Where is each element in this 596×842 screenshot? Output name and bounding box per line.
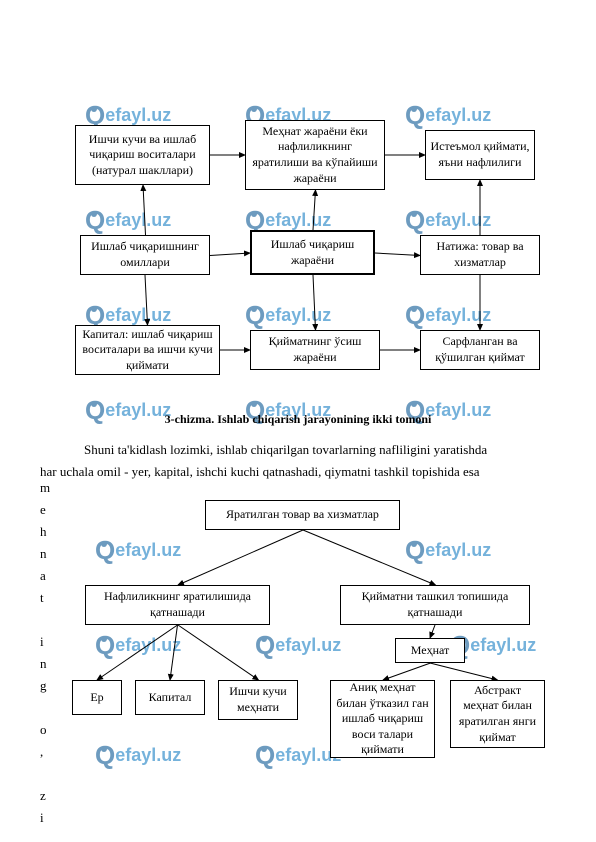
arrow [374, 344, 426, 356]
diagram-box: Ер [72, 680, 122, 715]
diagram-box: Аниқ меҳнат билан ўтказил ган ишлаб чиқа… [330, 680, 435, 758]
box-label: Капитал [149, 690, 192, 706]
diagram-box: Нафлиликнинг яратилишида қатнашади [85, 585, 270, 625]
arrow [474, 269, 486, 336]
arrow [307, 184, 322, 236]
box-label: Меҳнат [411, 643, 450, 659]
diagram-box: Абстракт меҳнат билан яратилган янги қий… [450, 680, 545, 748]
diagram-box: Қийматнинг ўсиш жараёни [250, 330, 380, 370]
box-label: Натижа: товар ва хизматлар [425, 239, 535, 270]
body-text-fragment: t [40, 590, 44, 606]
arrow [139, 269, 154, 331]
diagram-box: Капитал [135, 680, 205, 715]
body-text: har uchala omil - yer, kapital, ishchi k… [40, 460, 580, 483]
box-label: Қийматни ташкил топишида қатнашади [345, 589, 525, 620]
diagram-box: Ишчи кучи ва ишлаб чиқариш воситалари (н… [75, 125, 210, 185]
body-text-fragment: m [40, 480, 50, 496]
arrow [369, 247, 426, 262]
arrow [172, 619, 265, 686]
body-text-fragment: z [40, 788, 46, 804]
body-text-fragment: e [40, 502, 46, 518]
body-text-fragment: o [40, 722, 47, 738]
arrow [307, 269, 322, 336]
box-label: Ер [90, 690, 103, 706]
diagram-box: Ишчи кучи меҳнати [218, 680, 298, 720]
arrow [474, 174, 486, 241]
box-label: Аниқ меҳнат билан ўтказил ган ишлаб чиқа… [335, 680, 430, 758]
box-label: Абстракт меҳнат билан яратилган янги қий… [455, 683, 540, 745]
arrow [172, 524, 309, 591]
watermark: Qefayl.uz [405, 100, 491, 131]
body-text-fragment: n [40, 656, 47, 672]
diagram-box: Истеъмол қиймати, яъни нафлилиги [425, 130, 535, 180]
diagram-box: Сарфланган ва қўшилган қиймат [420, 330, 540, 370]
arrow [137, 179, 152, 241]
watermark: Qefayl.uz [255, 630, 341, 661]
box-label: Ишлаб чиқариш жараёни [256, 237, 369, 268]
diagram-box: Ишлаб чиқариш жараёни [250, 230, 375, 275]
diagram-box: Ишлаб чиқаришнинг омиллари [80, 235, 210, 275]
body-text-fragment: g [40, 678, 47, 694]
body-text-fragment: i [40, 810, 44, 826]
box-label: Истеъмол қиймати, яъни нафлилиги [430, 139, 530, 170]
diagram-box: Яратилган товар ва хизматлар [205, 500, 400, 530]
body-text: Shuni ta'kidlash lozimki, ishlab chiqari… [60, 438, 560, 461]
diagram-box: Меҳнат жараёни ёки нафлиликнинг яратилиш… [245, 120, 385, 190]
box-label: Ишлаб чиқаришнинг омиллари [85, 239, 205, 270]
box-label: Капитал: ишлаб чиқариш воситалари ва ишч… [80, 327, 215, 374]
diagram-box: Натижа: товар ва хизматлар [420, 235, 540, 275]
box-label: Ишчи кучи меҳнати [223, 684, 293, 715]
watermark: Qefayl.uz [85, 205, 171, 236]
body-text-fragment: a [40, 568, 46, 584]
arrow [204, 247, 256, 262]
arrow [297, 524, 442, 591]
box-label: Сарфланган ва қўшилган қиймат [425, 334, 535, 365]
figure-caption: 3-chizma. Ishlab chiqarish jarayonining … [0, 412, 596, 427]
body-text-fragment: h [40, 524, 47, 540]
body-text-fragment: i [40, 634, 44, 650]
box-label: Нафлиликнинг яратилишида қатнашади [90, 589, 265, 620]
body-text-fragment: , [40, 744, 43, 760]
box-label: Ишчи кучи ва ишлаб чиқариш воситалари (н… [80, 132, 205, 179]
watermark: Qefayl.uz [95, 535, 181, 566]
arrow [204, 149, 251, 161]
watermark: Qefayl.uz [255, 740, 341, 771]
diagram-box: Капитал: ишлаб чиқариш воситалари ва ишч… [75, 325, 220, 375]
body-text-fragment: n [40, 546, 47, 562]
box-label: Яратилган товар ва хизматлар [226, 507, 379, 523]
diagram-box: Қийматни ташкил топишида қатнашади [340, 585, 530, 625]
box-label: Қийматнинг ўсиш жараёни [255, 334, 375, 365]
arrow [379, 149, 431, 161]
diagram-box: Меҳнат [395, 638, 465, 663]
box-label: Меҳнат жараёни ёки нафлиликнинг яратилиш… [250, 124, 380, 186]
watermark: Qefayl.uz [95, 740, 181, 771]
